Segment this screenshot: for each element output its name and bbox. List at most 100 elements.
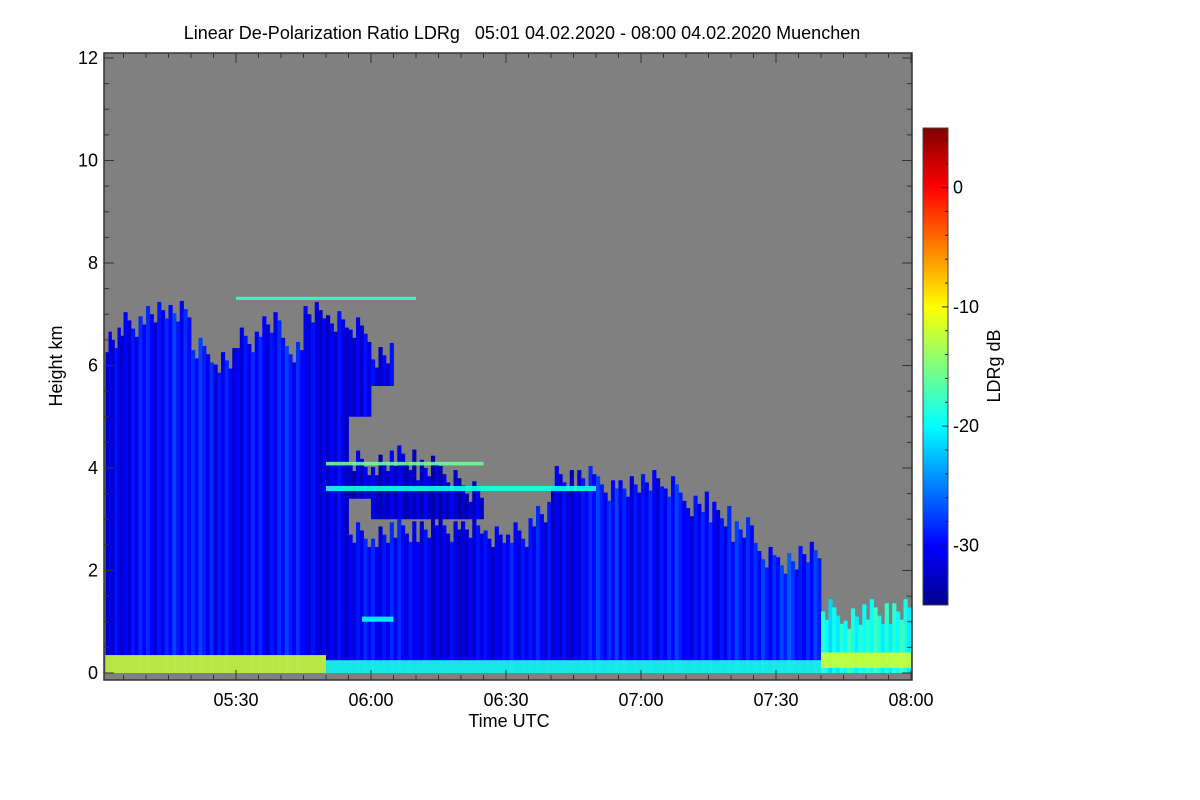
- heatmap-cell: [262, 316, 267, 673]
- heatmap-cell: [498, 534, 503, 673]
- heatmap-cell: [712, 501, 717, 673]
- heatmap-cell: [228, 368, 233, 673]
- heatmap-cell: [311, 322, 316, 673]
- heatmap-cell: [633, 484, 638, 673]
- heatmap-cell: [476, 489, 481, 520]
- heatmap-cell: [251, 352, 256, 673]
- colorbar-label: LDRg dB: [984, 329, 1004, 402]
- heatmap-cell: [269, 332, 274, 673]
- heatmap-cell: [164, 318, 169, 673]
- heatmap-cell: [117, 327, 121, 673]
- heatmap-cell: [356, 317, 361, 417]
- heatmap-cell: [284, 346, 289, 673]
- heatmap-cell: [179, 300, 184, 673]
- heatmap-cell: [258, 336, 263, 673]
- heatmap-cell: [506, 534, 511, 673]
- heatmap-cell: [509, 542, 514, 673]
- heatmap-cell: [794, 569, 799, 673]
- heatmap-cell: [483, 530, 488, 673]
- chart-title: Linear De-Polarization Ratio LDRg 05:01 …: [184, 23, 860, 43]
- heatmap-cell: [614, 488, 619, 673]
- heatmap-cell: [356, 450, 361, 499]
- heatmap-cell: [682, 500, 687, 673]
- heatmap-cell: [517, 530, 522, 673]
- heatmap-cell: [389, 522, 394, 673]
- heatmap-cell: [427, 537, 432, 673]
- heatmap-cell: [791, 561, 796, 673]
- heatmap-cell: [678, 492, 683, 673]
- heatmap-cell: [611, 480, 616, 673]
- heatmap-cell: [221, 352, 226, 673]
- y-tick-label: 0: [88, 663, 98, 683]
- heatmap-cell: [753, 542, 758, 673]
- heatmap-cell: [434, 463, 439, 520]
- heatmap-cell: [513, 522, 518, 673]
- heatmap-cell: [776, 557, 781, 673]
- heatmap-cell: [326, 315, 331, 673]
- heatmap-cell: [348, 329, 353, 417]
- heatmap-cell: [397, 445, 402, 520]
- heatmap-cell: [202, 346, 207, 673]
- heatmap-cell: [487, 538, 492, 673]
- heatmap-cell: [172, 313, 177, 673]
- heatmap-cell: [584, 486, 589, 673]
- heatmap-cell: [217, 372, 222, 673]
- heatmap-cell: [442, 474, 447, 520]
- heatmap-cell: [131, 328, 136, 673]
- heatmap-cell: [457, 478, 462, 520]
- y-tick-label: 2: [88, 561, 98, 581]
- heatmap-cell: [378, 526, 383, 673]
- heatmap-cell: [453, 470, 458, 520]
- heatmap-cell: [363, 466, 368, 499]
- heatmap-cell: [821, 611, 826, 673]
- heatmap-cell: [423, 529, 428, 673]
- colorbar-ticks: 0 -10 -20 -30: [942, 139, 979, 594]
- heatmap-cell: [596, 476, 601, 673]
- heatmap-cell: [686, 507, 691, 673]
- heatmap-cell: [817, 558, 822, 673]
- heatmap-cell: [697, 503, 702, 673]
- heatmap-cell: [768, 546, 773, 673]
- heatmap-cell: [731, 541, 736, 673]
- heatmap-cell: [723, 526, 728, 673]
- heatmap-cell: [806, 562, 811, 673]
- heatmap-cell: [389, 450, 394, 520]
- heatmap-cell: [363, 538, 368, 673]
- x-tick-label: 06:00: [348, 690, 393, 710]
- heatmap-cell: [146, 306, 151, 673]
- heatmap-cell: [134, 336, 139, 673]
- heatmap-cell: [588, 465, 593, 673]
- heatmap-cell: [232, 348, 237, 673]
- heatmap-cell: [873, 607, 878, 673]
- heatmap-cell: [329, 323, 334, 673]
- heatmap-cell: [397, 517, 402, 673]
- heatmap-cell: [374, 475, 379, 520]
- heatmap-cell: [479, 533, 484, 673]
- heatmap-cell: [862, 604, 867, 673]
- heatmap-cell: [787, 553, 792, 673]
- heatmap-layer: [821, 652, 911, 668]
- heatmap-cell: [438, 465, 443, 520]
- heatmap-cell: [461, 521, 466, 673]
- heatmap-cell: [476, 525, 481, 673]
- heatmap-cell: [206, 354, 211, 673]
- colorbar-tick-label: 0: [953, 178, 963, 198]
- heatmap-cell: [468, 501, 473, 520]
- heatmap-cell: [359, 458, 364, 499]
- heatmap-cell: [866, 619, 871, 673]
- heatmap-cell: [419, 521, 424, 673]
- heatmap-cell: [884, 603, 889, 673]
- heatmap-cell: [629, 476, 634, 673]
- heatmap-cell: [881, 623, 886, 673]
- colorbar-tick-label: -30: [953, 535, 979, 555]
- heatmap-cell: [491, 546, 496, 673]
- heatmap-cell: [374, 367, 379, 386]
- heatmap-cell: [704, 491, 709, 673]
- heatmap-cell: [187, 317, 192, 673]
- heatmap-cell: [581, 478, 586, 673]
- heatmap-cell: [607, 500, 612, 673]
- heatmap-cell: [783, 573, 788, 673]
- heatmap-cell: [543, 522, 548, 673]
- heatmap-cell: [386, 542, 391, 673]
